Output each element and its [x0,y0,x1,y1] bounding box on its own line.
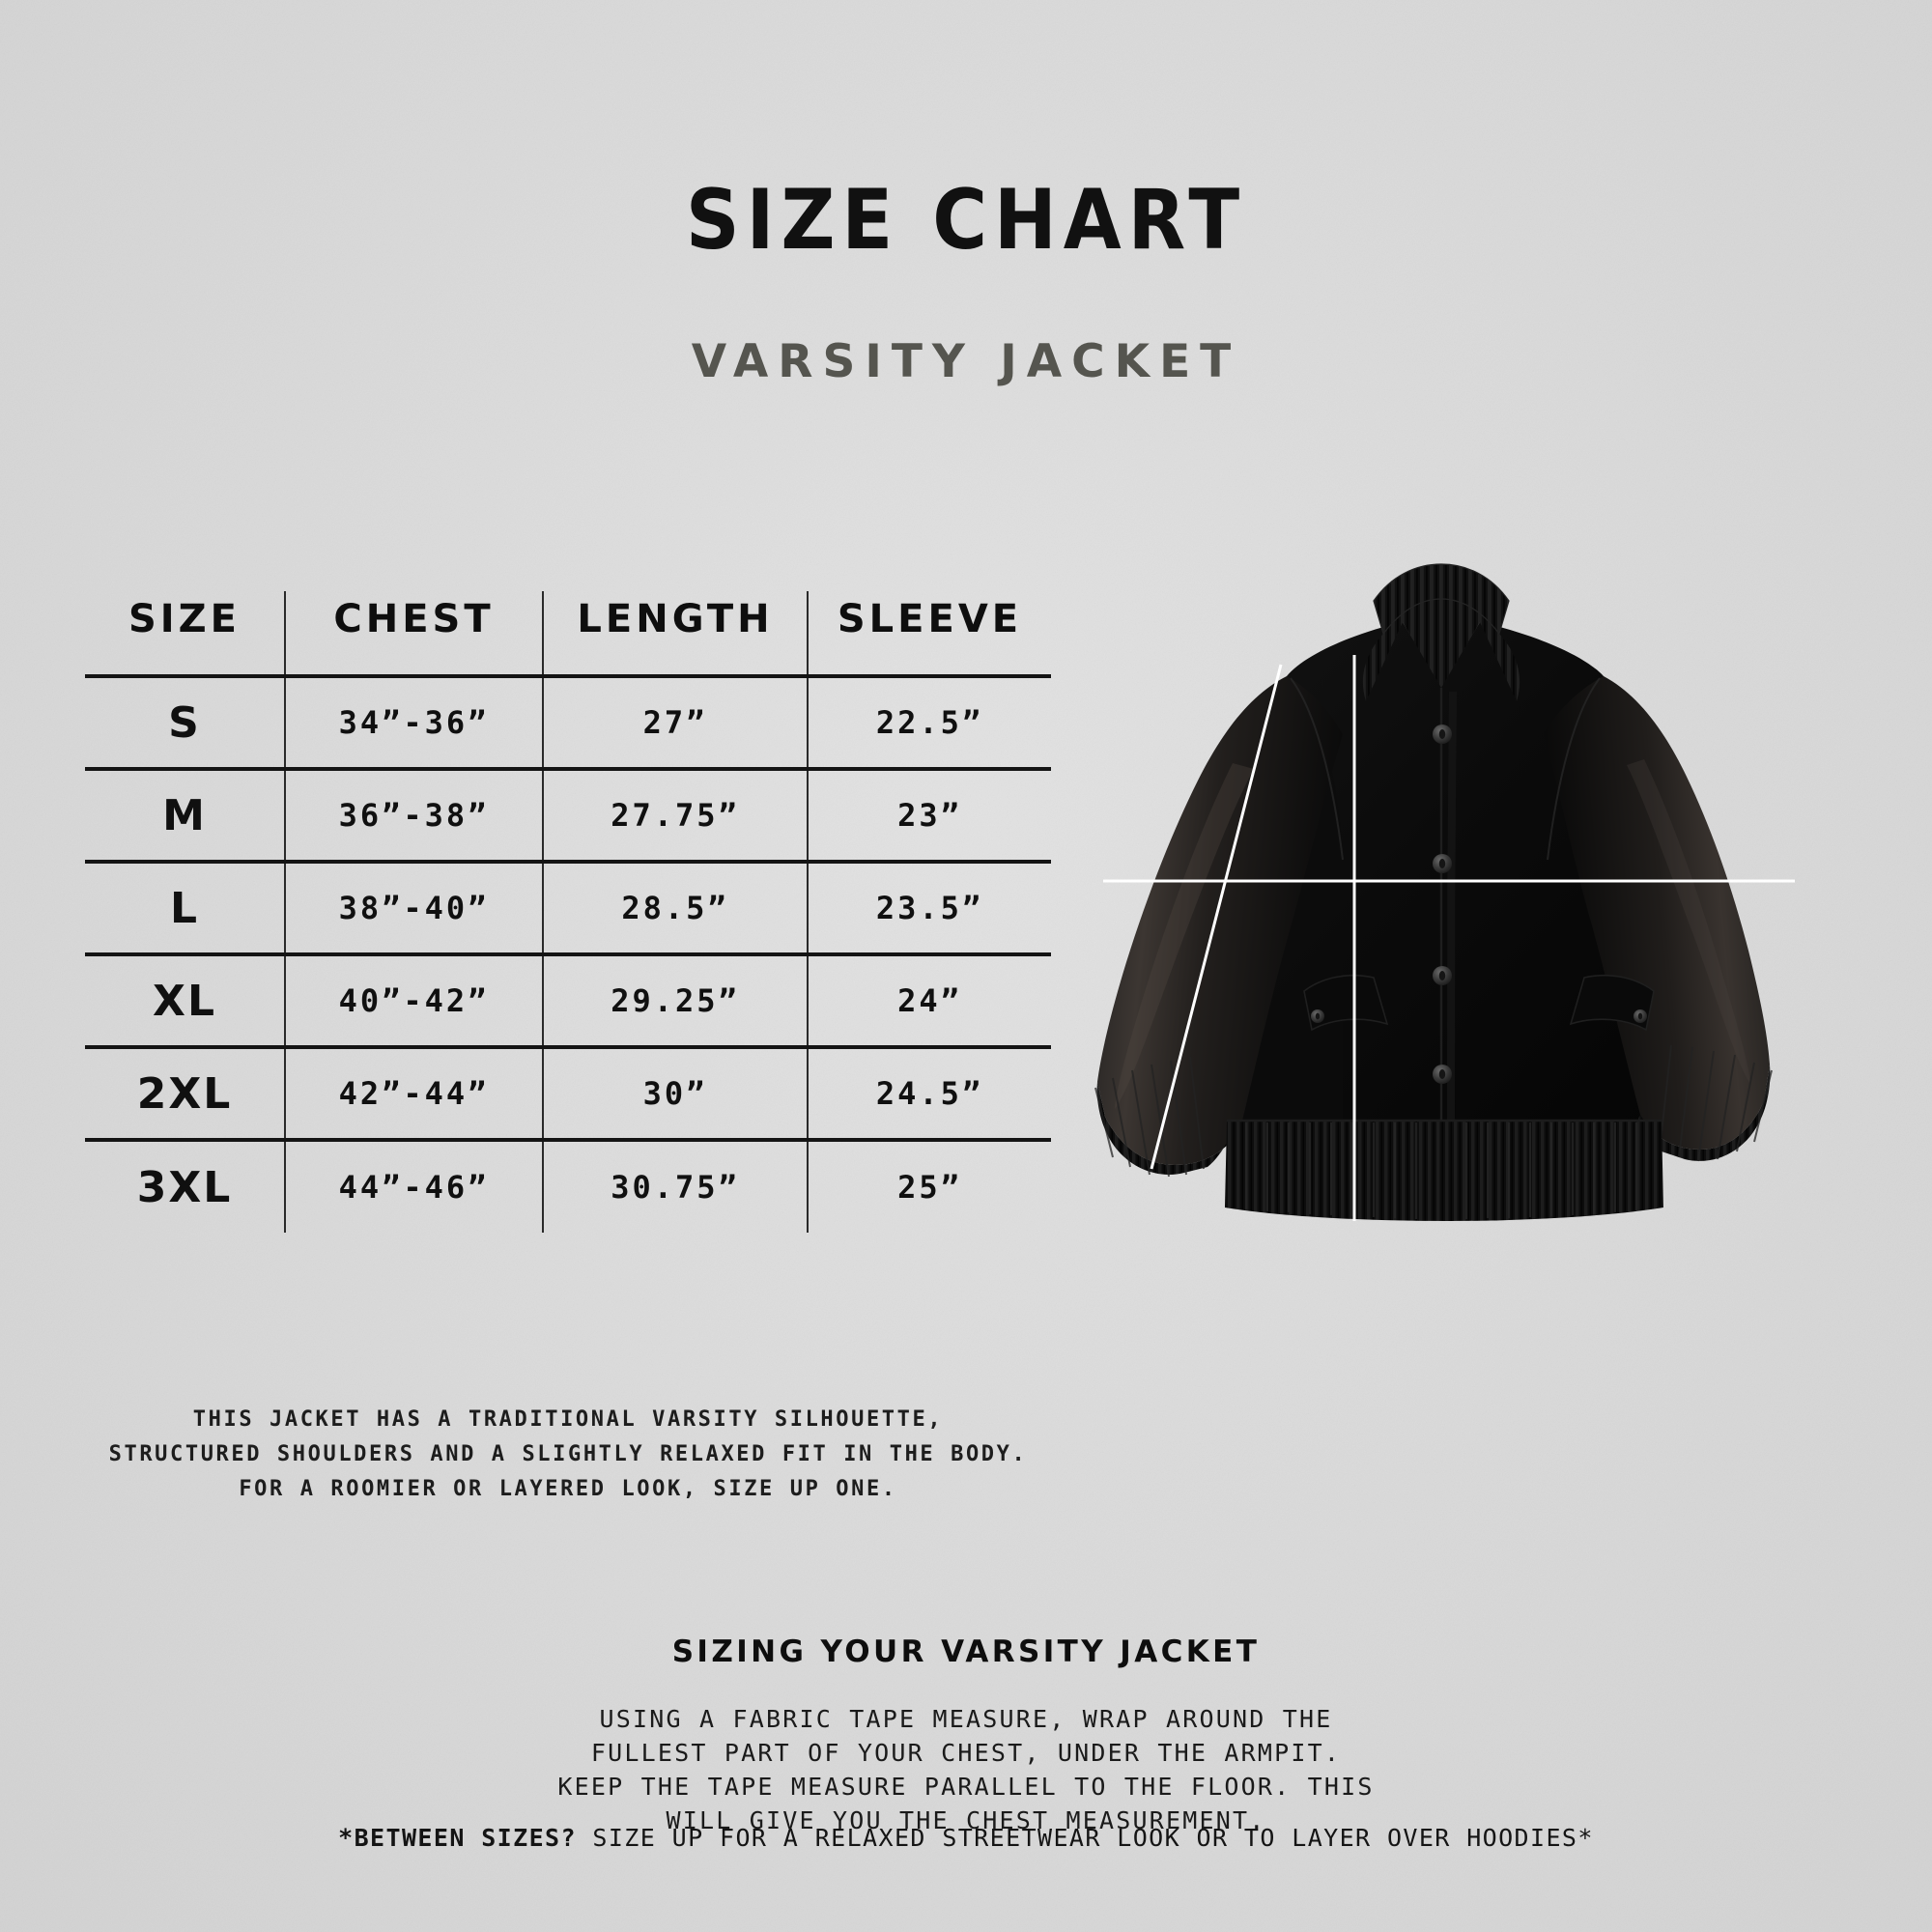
column-header-chest: CHEST [285,591,544,678]
welt-pockets [1303,974,1655,1032]
right-welt-pocket [1569,974,1655,1032]
page-title: SIZE CHART [685,172,1247,269]
column-header-size: SIZE [85,591,286,678]
right-armhole-seam [1547,677,1601,861]
cell-size: XL [85,954,286,1049]
table-header-row: SIZE CHEST LENGTH SLEEVE [85,591,1051,678]
cell-size: S [85,676,286,771]
varsity-jacket-illustration: LENGTH CHEST SLEEVE [1063,541,1797,1314]
measurement-guides [1103,655,1795,1221]
cell-size: L [85,862,286,956]
jacket-svg [1094,563,1795,1221]
page-subtitle: VARSITY JACKET [691,335,1241,388]
sizing-guide-line-2: FULLEST PART OF YOUR CHEST, UNDER THE AR… [590,1739,1342,1767]
jacket-left-cuff [1096,1082,1240,1175]
cell-chest: 42”-44” [285,1047,544,1142]
cell-sleeve: 23” [808,769,1051,864]
cell-length: 30” [543,1047,809,1142]
snap-button-center [1438,729,1446,739]
cell-chest: 40”-42” [285,954,544,1049]
cell-chest: 44”-46” [285,1140,544,1233]
fit-note: THIS JACKET HAS A TRADITIONAL VARSITY SI… [85,1403,1051,1507]
table-row: L 38”-40” 28.5” 23.5” [85,862,1051,956]
snap-button-center [1438,859,1446,868]
footnote-rest: SIZE UP FOR A RELAXED STREETWEAR LOOK OR… [576,1824,1594,1852]
cell-length: 28.5” [543,862,809,956]
jacket-right-sleeve [1544,676,1770,1150]
cell-chest: 34”-36” [285,676,544,771]
cell-size: 2XL [85,1047,286,1142]
snap-button-center [1438,1069,1446,1079]
cell-size: M [85,769,286,864]
cell-length: 27” [543,676,809,771]
left-sleeve-highlight [1115,763,1254,1109]
cell-length: 29.25” [543,954,809,1049]
right-cuff-ribs [1659,1044,1773,1162]
table-row: M 36”-38” 27.75” 23” [85,769,1051,864]
sizing-guide-body: USING A FABRIC TAPE MEASURE, WRAP AROUND… [0,1702,1932,1837]
table-row: S 34”-36” 27” 22.5” [85,676,1051,771]
cell-chest: 38”-40” [285,862,544,956]
fit-note-line-3: FOR A ROOMIER OR LAYERED LOOK, SIZE UP O… [239,1477,897,1501]
fit-note-line-2: STRUCTURED SHOULDERS AND A SLIGHTLY RELA… [108,1442,1028,1466]
column-header-length: LENGTH [543,591,809,678]
table-row: XL 40”-42” 29.25” 24” [85,954,1051,1049]
right-sleeve-highlight [1627,759,1750,1084]
fit-note-line-1: THIS JACKET HAS A TRADITIONAL VARSITY SI… [192,1407,944,1432]
size-table-container: SIZE CHEST LENGTH SLEEVE S 34”-36” 27” 2… [85,591,1051,1233]
footnote-bold: *BETWEEN SIZES? [338,1824,577,1852]
between-sizes-footnote: *BETWEEN SIZES? SIZE UP FOR A RELAXED ST… [0,1824,1932,1852]
sizing-guide-heading: SIZING YOUR VARSITY JACKET [671,1634,1261,1669]
cell-sleeve: 24.5” [808,1047,1051,1142]
placket-fold [1447,691,1457,1122]
sizing-guide-line-1: USING A FABRIC TAPE MEASURE, WRAP AROUND… [599,1705,1333,1733]
jacket-collar [1362,564,1520,701]
column-header-sleeve: SLEEVE [808,591,1051,678]
left-armhole-seam [1290,677,1344,861]
cell-sleeve: 23.5” [808,862,1051,956]
hem-rib-lines [1244,1122,1638,1219]
sizing-guide-line-4: WILL GIVE YOU THE CHEST MEASUREMENT. [666,1806,1266,1834]
left-cuff-ribs [1094,1056,1205,1178]
cell-sleeve: 24” [808,954,1051,1049]
jacket-hem-ribbing [1225,1121,1663,1221]
left-welt-pocket [1303,974,1389,1032]
cell-sleeve: 22.5” [808,676,1051,771]
table-row: 2XL 42”-44” 30” 24.5” [85,1047,1051,1142]
jacket-left-sleeve [1097,676,1343,1165]
left-pocket-snap-center [1315,1012,1321,1020]
cell-length: 27.75” [543,769,809,864]
cell-length: 30.75” [543,1140,809,1233]
snap-button-center [1438,971,1446,980]
sleeve-guide-line [1150,664,1283,1170]
sizing-guide-line-3: KEEP THE TAPE MEASURE PARALLEL TO THE FL… [557,1773,1375,1801]
table-row: 3XL 44”-46” 30.75” 25” [85,1140,1051,1233]
cell-size: 3XL [85,1140,286,1233]
cell-sleeve: 25” [897,1169,962,1206]
collar-topstitch [1373,563,1510,636]
cell-chest: 36”-38” [285,769,544,864]
right-pocket-snap-center [1637,1012,1643,1020]
size-table: SIZE CHEST LENGTH SLEEVE S 34”-36” 27” 2… [85,591,1051,1233]
